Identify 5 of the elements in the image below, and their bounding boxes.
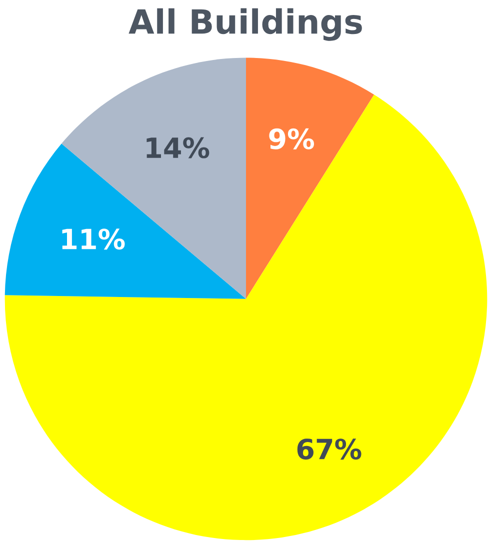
data-label: 9% [269, 128, 314, 150]
data-label: 14% [146, 137, 210, 158]
data-label: 67% [297, 438, 362, 460]
data-label: 11% [62, 228, 125, 250]
chart-title: All Buildings [128, 8, 362, 41]
